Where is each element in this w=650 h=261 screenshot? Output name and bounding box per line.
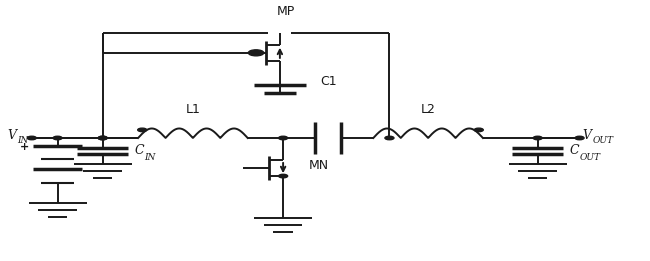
Text: L1: L1 (185, 103, 200, 116)
Circle shape (474, 128, 484, 132)
Text: MN: MN (309, 159, 329, 172)
Text: IN: IN (144, 152, 156, 162)
Text: V: V (583, 129, 592, 142)
Circle shape (98, 136, 107, 140)
Circle shape (98, 136, 107, 140)
Text: OUT: OUT (593, 136, 614, 145)
Text: MP: MP (277, 5, 296, 18)
Circle shape (248, 50, 264, 56)
Text: OUT: OUT (580, 152, 601, 162)
Circle shape (27, 136, 36, 140)
Circle shape (138, 128, 147, 132)
Text: C: C (135, 144, 144, 157)
Text: V: V (7, 129, 16, 142)
Circle shape (385, 136, 394, 140)
Circle shape (575, 136, 584, 140)
Text: IN: IN (18, 136, 29, 145)
Circle shape (279, 136, 287, 140)
Circle shape (533, 136, 542, 140)
Text: +: + (20, 142, 29, 152)
Text: C1: C1 (320, 75, 337, 88)
Text: C: C (570, 144, 580, 157)
Circle shape (53, 136, 62, 140)
Circle shape (279, 174, 287, 178)
Text: L2: L2 (421, 103, 436, 116)
